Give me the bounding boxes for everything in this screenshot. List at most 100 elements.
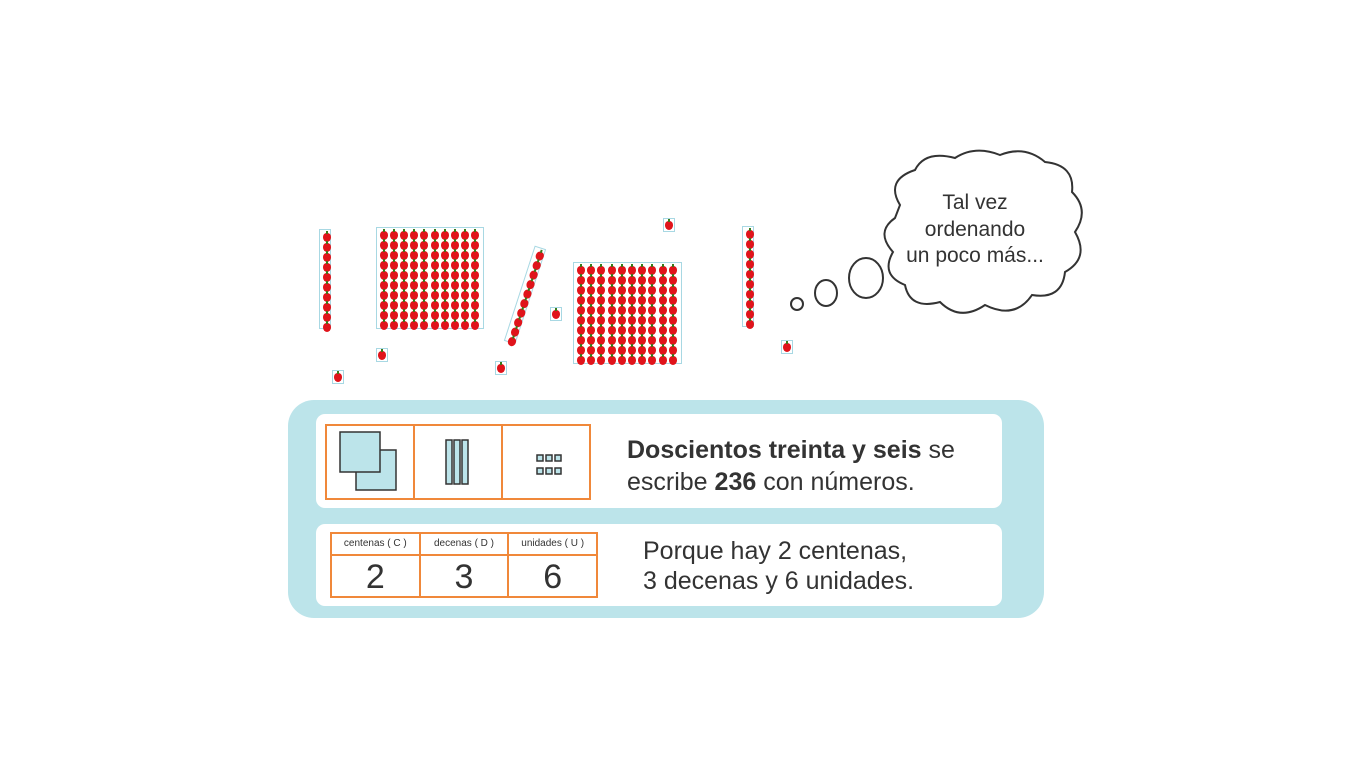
apple-icon [648,274,657,285]
apple-icon [430,259,439,270]
apple-icon [668,294,677,305]
apple-icon [460,249,469,260]
apple-icon [420,289,429,300]
apple-icon [617,264,626,275]
hundreds-cell [327,426,415,498]
hundreds-flat[interactable] [573,262,682,365]
apple-icon [400,299,409,310]
apple-icon [420,239,429,250]
apple-icon [430,279,439,290]
apple-icon [577,304,585,315]
text-fragment: escribe [627,468,715,496]
apple-icon [668,334,677,345]
explanation-line: Porque hay 2 centenas, [643,537,908,565]
apple-icon [450,309,459,320]
hundreds-flat[interactable] [376,227,484,330]
apple-icon [746,248,754,259]
apple-icon [450,249,459,260]
unit-cube[interactable] [550,307,562,321]
tens-rod[interactable] [742,226,754,329]
apple-icon [460,279,469,290]
apple-icon [746,238,754,249]
apple-icon [587,284,596,295]
apple-icon [440,309,449,320]
apple-icon [440,289,449,300]
apple-icon [410,309,419,320]
apple-icon [658,354,667,365]
apple-icon [746,228,754,239]
apple-icon [638,274,647,285]
apple-icon [648,354,657,365]
unit-cube[interactable] [376,348,388,362]
apple-icon [617,314,626,325]
apple-icon [638,264,647,275]
apple-icon [460,299,469,310]
apple-icon [390,309,399,320]
apple-icon [420,249,429,260]
apple-icon [648,264,657,275]
unit-cube[interactable] [781,340,793,354]
apple-icon [607,344,616,355]
apple-icon [450,269,459,280]
unit-cube[interactable] [495,361,507,375]
apple-icon [587,344,596,355]
apple-icon [577,294,585,305]
apple-icon [597,284,606,295]
apple-icon [380,289,388,300]
column-value: 3 [454,558,474,596]
apple-icon [380,269,388,280]
apple-icon [587,314,596,325]
apple-icon [323,321,331,332]
apple-icon [380,309,388,320]
apple-icon [430,319,439,330]
apple-icon [470,229,479,240]
apple-icon [658,264,667,275]
place-value-table: centenas ( C ) 2 decenas ( D ) 3 unidade… [330,532,598,598]
apple-icon [577,334,585,345]
apple-icon [648,324,657,335]
apple-icon [323,291,331,302]
apple-icon [470,259,479,270]
thought-line: un poco más... [906,244,1044,267]
apple-icon [380,279,388,290]
apple-icon [668,284,677,295]
apple-icon [658,314,667,325]
apple-icon [410,319,419,330]
apple-icon [420,229,429,240]
apple-icon [597,304,606,315]
apple-icon [627,314,636,325]
apple-icon [607,264,616,275]
apple-icon [470,319,479,330]
number-word-card: Doscientos treinta y seis se escribe 236… [316,414,1002,508]
apple-icon [627,274,636,285]
apple-icon [746,318,754,329]
apple-icon [577,274,585,285]
apple-icon [390,279,399,290]
unit-cube[interactable] [332,370,344,384]
apple-icon [587,354,596,365]
units-icon [536,454,562,475]
apple-icon [420,259,429,270]
apple-icon [390,239,399,250]
apple-icon [440,229,449,240]
apple-icon [668,314,677,325]
apple-icon [597,314,606,325]
apple-icon [460,289,469,300]
apple-icon [577,264,585,275]
apple-icon [597,334,606,345]
column-header: decenas ( D ) [420,534,508,556]
apple-icon [658,274,667,285]
apple-icon [390,269,399,280]
unit-cube[interactable] [663,218,675,232]
apple-icon [390,259,399,270]
tens-rod[interactable] [319,229,331,332]
apple-icon [617,304,626,315]
apple-icon [400,279,409,290]
apple-icon [648,334,657,345]
apple-icon [450,279,459,290]
apple-icon [400,239,409,250]
apple-icon [658,304,667,315]
apple-icon [597,274,606,285]
apple-icon [323,231,331,242]
apple-icon [400,289,409,300]
